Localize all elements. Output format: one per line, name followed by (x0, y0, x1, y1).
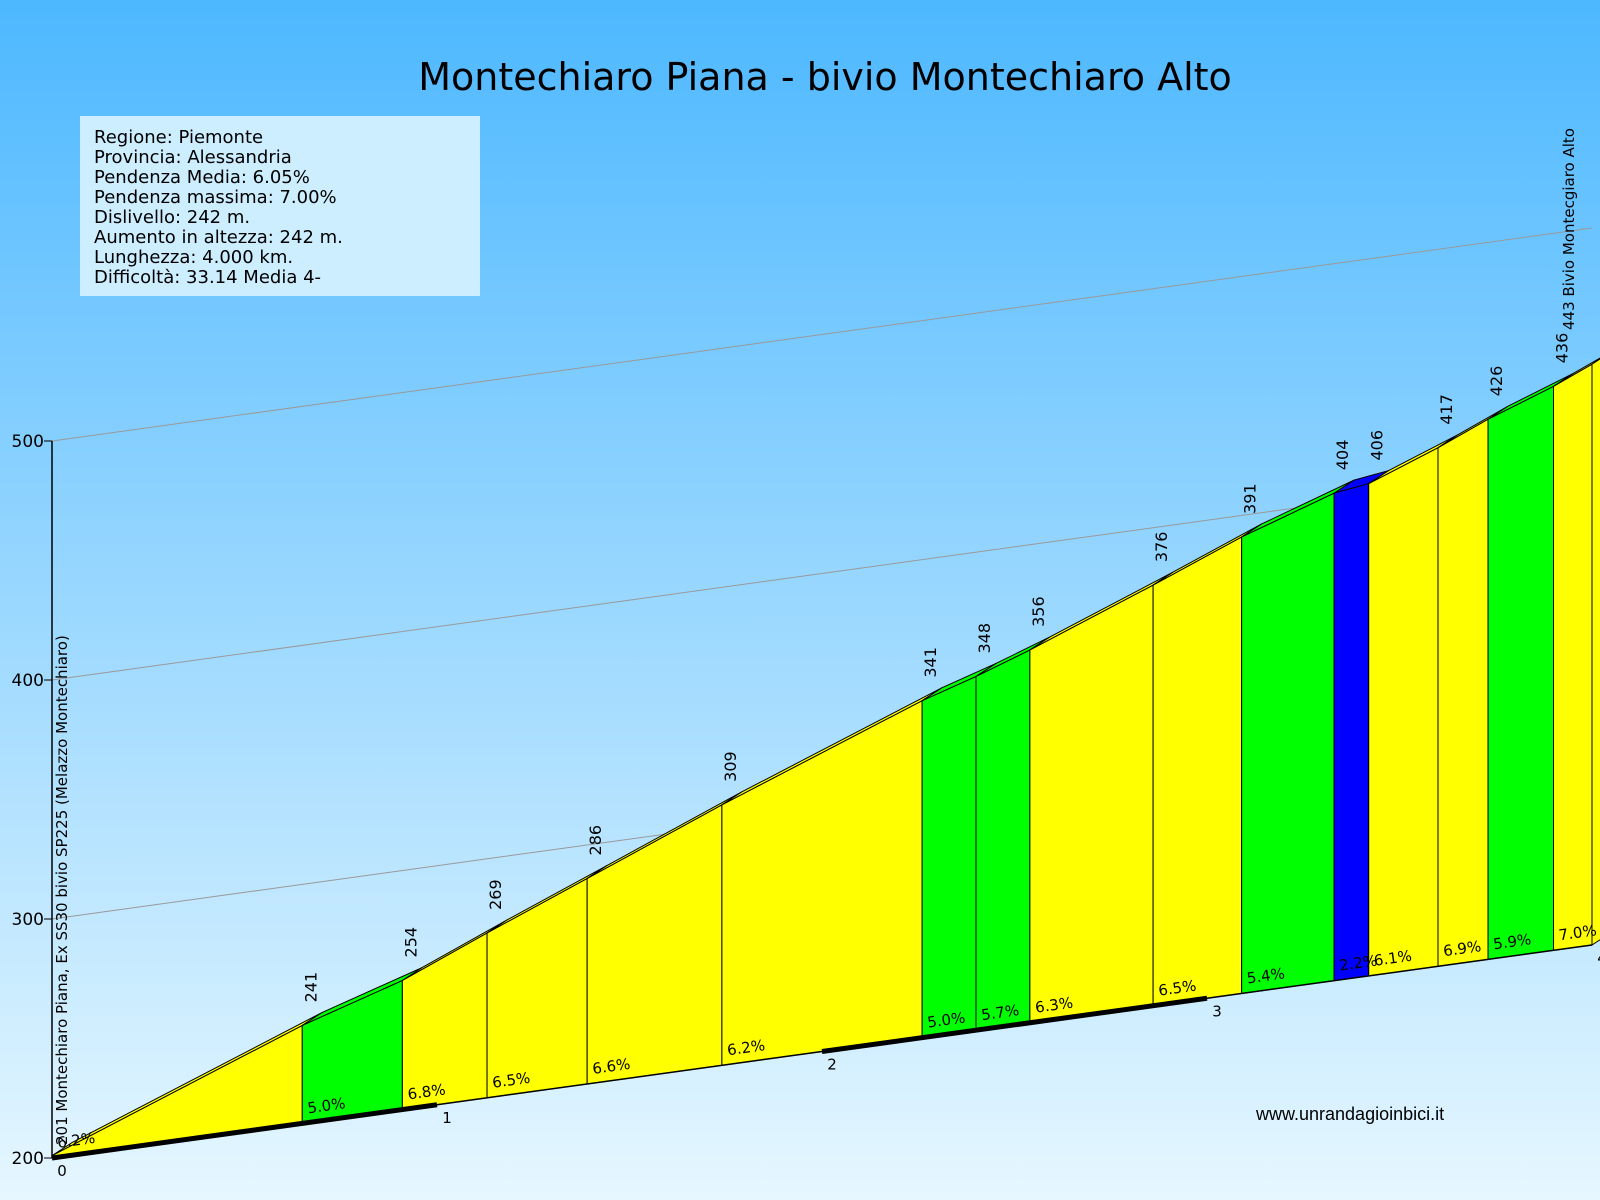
y-tick-label-500: 500 (12, 432, 44, 452)
info-difficulty: Difficoltà: 33.14 Media 4- (94, 267, 321, 288)
segment-top-16 (1553, 357, 1600, 387)
chart-title: Montechiaro Piana - bivio Montechiaro Al… (418, 55, 1232, 99)
info-region: Regione: Piemonte (94, 127, 263, 148)
elevation-label-9: 376 (1152, 532, 1171, 563)
profile-labels: 2003004005006.2%2415.0%2546.8%2696.5%286… (12, 333, 1600, 1180)
segment-face-9 (1029, 584, 1154, 1024)
end-location-label: 443 Bivio Montecgiaro Alto (1560, 128, 1578, 330)
elevation-label-1: 241 (301, 972, 320, 1003)
segment-face-13 (1368, 446, 1439, 977)
elevation-label-13: 417 (1437, 394, 1456, 425)
km-tick-label-1: 1 (442, 1109, 452, 1127)
segment-face-15 (1487, 385, 1554, 960)
gradient-label-5: 6.6% (591, 1055, 631, 1078)
website-credit: www.unrandagioinbici.it (1255, 1104, 1444, 1124)
segment-face-11 (1241, 492, 1335, 995)
gradient-label-6: 6.2% (726, 1036, 766, 1059)
gradient-label-2: 5.0% (306, 1094, 346, 1117)
gradient-label-1: 6.2% (56, 1129, 96, 1152)
elevation-label-11: 404 (1333, 440, 1352, 471)
km-tick-label-2: 2 (827, 1056, 837, 1074)
km-axis-bar-0 (51, 1102, 438, 1161)
elevation-label-3: 269 (486, 879, 505, 910)
y-tick-label-200: 200 (12, 1149, 44, 1169)
elevation-label-2: 254 (401, 927, 420, 958)
info-elevation-gain: Aumento in altezza: 242 m. (94, 227, 343, 248)
profile-segments (51, 357, 1600, 1161)
info-box: Regione: Piemonte Provincia: Alessandria… (80, 116, 480, 296)
elevation-label-6: 341 (921, 647, 940, 678)
gradient-label-15: 5.9% (1492, 930, 1532, 953)
gradient-label-11: 5.4% (1246, 964, 1286, 987)
km-axis-bar-1 (436, 1050, 823, 1106)
start-location-label: 201 Montechiaro Piana, Ex SS30 bivio SP2… (53, 635, 71, 1145)
elevation-label-10: 391 (1241, 483, 1260, 514)
info-elevation-difference: Dislivello: 242 m. (94, 207, 250, 228)
km-tick-label-4: 4 (1597, 949, 1600, 967)
info-box-background (80, 116, 480, 296)
segment-face-8 (975, 649, 1031, 1031)
info-length: Lunghezza: 4.000 km. (94, 247, 293, 268)
segment-face-7 (921, 675, 977, 1039)
elevation-label-12: 406 (1368, 430, 1387, 461)
gradient-label-7: 5.0% (926, 1008, 966, 1031)
elevation-label-4: 286 (586, 825, 605, 856)
elevation-label-8: 356 (1029, 596, 1048, 627)
gradient-label-3: 6.8% (406, 1080, 446, 1103)
km-axis-bar-2 (821, 995, 1208, 1054)
gradient-label-12: 2.2% (1338, 952, 1378, 975)
gradient-label-13: 6.1% (1373, 947, 1413, 970)
gridline-500 (51, 227, 1593, 442)
info-avg-gradient: Pendenza Media: 6.05% (94, 167, 310, 188)
info-max-gradient: Pendenza massima: 7.00% (94, 187, 337, 208)
y-tick-label-300: 300 (12, 910, 44, 930)
km-tick-label-0: 0 (57, 1162, 67, 1180)
segment-face-10 (1152, 536, 1243, 1007)
km-tick-label-3: 3 (1212, 1002, 1222, 1020)
elevation-label-14: 426 (1487, 366, 1506, 397)
gradient-label-16: 7.0% (1558, 921, 1598, 944)
segment-face-16 (1553, 363, 1593, 951)
elevation-label-5: 309 (721, 751, 740, 782)
gradient-label-9: 6.3% (1034, 994, 1074, 1017)
gradient-label-4: 6.5% (491, 1069, 531, 1092)
segment-face-12 (1333, 482, 1370, 982)
gradient-label-8: 5.7% (980, 1001, 1020, 1024)
km-axis-bar-3 (1206, 944, 1593, 999)
y-tick-label-400: 400 (12, 671, 44, 691)
elevation-label-15: 436 (1553, 333, 1572, 364)
segment-face-14 (1437, 418, 1489, 967)
elevation-label-7: 348 (975, 623, 994, 654)
gradient-label-14: 6.9% (1442, 937, 1482, 960)
profile-end-cap (1591, 358, 1600, 946)
info-province: Provincia: Alessandria (94, 147, 292, 168)
gradient-label-10: 6.5% (1157, 977, 1197, 1000)
